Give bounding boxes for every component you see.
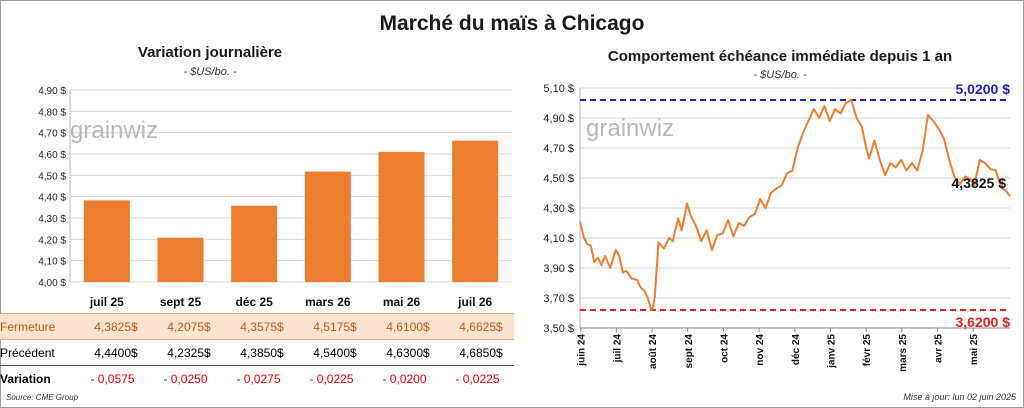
variation-row: Variation - 0,0575 - 0,0250 - 0,0275 - 0…: [0, 365, 514, 391]
y-tick-label: 3,70 $: [543, 293, 574, 305]
bar: [231, 205, 278, 282]
main-title: Marché du maïs à Chicago: [379, 12, 645, 35]
currency-symbol: $: [423, 345, 430, 360]
previous-value: 4,6850: [459, 345, 496, 360]
x-tick-label: févr 25: [862, 334, 873, 367]
x-tick-label: juil 24: [612, 334, 623, 364]
x-tick-label: sept 25: [160, 295, 202, 309]
currency-symbol: $: [350, 345, 357, 360]
close-value: 4,3575: [222, 313, 277, 340]
x-tick-label: sept 24: [684, 334, 695, 369]
close-row-label: Fermeture: [0, 313, 76, 340]
y-tick-label: 4,90 $: [38, 86, 66, 97]
x-tick-label: août 24: [648, 334, 659, 369]
variation-value: - 0,0575: [76, 365, 149, 391]
y-tick-label: 4,90 $: [543, 113, 574, 125]
max-label: 5,0200 $: [956, 81, 1011, 97]
currency-symbol: $: [131, 345, 138, 360]
currency-symbol: $: [277, 345, 284, 360]
variation-value: - 0,0200: [368, 365, 441, 391]
x-tick-label: oct 24: [719, 334, 730, 363]
y-tick-label: 4,10 $: [543, 233, 574, 245]
variation-value: - 0,0225: [295, 365, 368, 391]
previous-value: 4,2325: [167, 345, 204, 360]
x-tick-label: mai 26: [383, 295, 421, 309]
currency-symbol: $: [204, 313, 222, 340]
bar-chart: 4,00 $ 4,10 $ 4,20 $ 4,30 $ 4,40 $ 4,50 $ 4,60…: [38, 86, 512, 309]
y-tick-label: 4,20 $: [38, 235, 66, 246]
currency-symbol: $: [423, 313, 441, 340]
currency-symbol: $: [277, 313, 295, 340]
bar: [378, 151, 425, 282]
x-tick-label: mars 25: [898, 334, 909, 372]
x-tick-label: mai 25: [969, 334, 980, 366]
previous-row: Précédent 4,4400 $ 4,2325 $ 4,3850 $ 4,5400…: [0, 340, 514, 366]
bar: [304, 171, 351, 282]
x-tick-label: juil 26: [457, 295, 492, 309]
close-row: Fermeture 4,3825 $ 4,2075 $ 4,3575 $ 4,5175…: [0, 313, 514, 340]
bar-chart-unit: - $US/bo. -: [183, 66, 237, 78]
y-tick-label: 4,50 $: [543, 173, 574, 185]
grainwiz-watermark: grainwiz: [70, 117, 158, 144]
previous-value: 4,5400: [313, 345, 350, 360]
previous-value: 4,4400: [94, 345, 131, 360]
currency-symbol: $: [350, 313, 368, 340]
variation-value: - 0,0275: [222, 365, 295, 391]
x-tick-label: juil 25: [89, 295, 124, 309]
x-tick-label: janv 25: [827, 334, 838, 369]
variation-row-label: Variation: [0, 365, 76, 391]
line-chart-title: Comportement échéance immédiate depuis 1…: [607, 48, 953, 65]
y-tick-label: 4,70 $: [543, 143, 574, 155]
source-note: Source: CME Group: [6, 393, 79, 402]
last-value-label: 4,3825 $: [952, 175, 1007, 191]
bar-chart-title: Variation journalière: [137, 44, 283, 61]
y-tick-label: 4,60 $: [38, 150, 66, 161]
min-label: 3,6200 $: [956, 314, 1011, 330]
x-tick-label: mars 26: [305, 295, 351, 309]
previous-value: 4,3850: [240, 345, 277, 360]
currency-symbol: $: [131, 313, 149, 340]
x-tick-label: nov 24: [755, 334, 766, 366]
y-tick-label: 4,70 $: [38, 129, 66, 140]
currency-symbol: $: [496, 313, 514, 340]
price-table: Fermeture 4,3825 $ 4,2075 $ 4,3575 $ 4,5175…: [0, 313, 514, 391]
y-tick-label: 3,50 $: [543, 323, 574, 335]
close-value: 4,2075: [149, 313, 204, 340]
y-tick-label: 4,10 $: [38, 257, 66, 268]
previous-row-label: Précédent: [0, 345, 55, 360]
y-tick-label: 4,40 $: [38, 193, 66, 204]
line-chart: 3,50 $ 3,70 $ 3,90 $ 4,10 $ 4,30 $ 4,50 $ 4,70…: [543, 81, 1011, 372]
y-tick-label: 3,90 $: [543, 263, 574, 275]
x-tick-label: déc 24: [791, 334, 802, 366]
bar: [157, 237, 204, 282]
x-tick-label: avr 25: [934, 334, 945, 363]
x-tick-label: juin 24: [577, 334, 588, 367]
close-value: 4,6100: [368, 313, 423, 340]
y-tick-label: 4,80 $: [38, 107, 66, 118]
close-value: 4,6625: [441, 313, 496, 340]
bar: [83, 200, 130, 282]
update-note: Mise à jour: lun 02 juin 2025: [903, 392, 1016, 402]
grainwiz-watermark: grainwiz: [586, 115, 674, 142]
currency-symbol: $: [204, 345, 211, 360]
line-chart-unit: - $US/bo. -: [753, 69, 807, 81]
price-line: [579, 99, 1011, 311]
variation-value: - 0,0250: [149, 365, 222, 391]
y-tick-label: 4,30 $: [38, 214, 66, 225]
currency-symbol: $: [496, 345, 503, 360]
bar: [452, 140, 499, 282]
y-tick-label: 4,30 $: [543, 203, 574, 215]
y-tick-label: 4,00 $: [38, 278, 66, 289]
x-tick-label: déc 25: [235, 295, 273, 309]
close-value: 4,5175: [295, 313, 350, 340]
previous-value: 4,6300: [386, 345, 423, 360]
y-tick-label: 5,10 $: [543, 83, 574, 95]
variation-value: - 0,0225: [441, 365, 514, 391]
y-tick-label: 4,50 $: [38, 171, 66, 182]
close-value: 4,3825: [76, 313, 131, 340]
